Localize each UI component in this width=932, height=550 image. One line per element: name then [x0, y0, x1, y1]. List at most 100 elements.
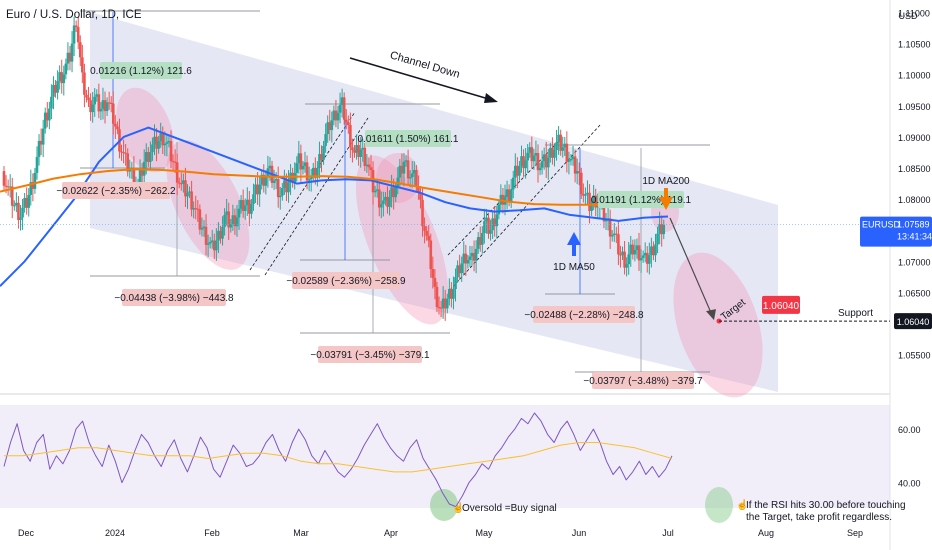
candle-body: [171, 161, 175, 163]
candle-body: [349, 125, 352, 148]
candle-body: [565, 143, 569, 162]
drop-label-1: −0.02622 (−2.35%) −262.2: [56, 186, 176, 197]
candle-body: [219, 230, 222, 239]
candle-body: [625, 264, 628, 268]
candle-body: [351, 147, 354, 151]
time-tick-label: Jun: [572, 528, 587, 538]
candle-body: [13, 205, 16, 207]
price-tick-label: 1.11000: [898, 8, 930, 18]
candle-body: [367, 164, 371, 168]
candle-body: [285, 180, 288, 193]
candle-body: [293, 172, 297, 183]
candle-body: [62, 74, 66, 84]
target-arrowhead: [706, 309, 716, 321]
candle-body: [662, 224, 666, 235]
candle-body: [474, 248, 478, 261]
channel-down-label: Channel Down: [388, 49, 461, 80]
oversold-hand-icon: ☝: [452, 501, 464, 514]
candle-body: [186, 192, 189, 197]
candle-body: [425, 230, 428, 236]
candle-body: [470, 252, 474, 257]
candle-body: [448, 288, 451, 299]
candle-body: [233, 215, 237, 227]
candle-body: [382, 200, 385, 204]
time-tick-label: May: [475, 528, 493, 538]
candle-body: [631, 244, 635, 255]
drop-label-2: −0.04438 (−3.98%) −443.8: [114, 293, 234, 304]
candle-body: [495, 214, 499, 227]
candle-body: [544, 154, 548, 168]
drop-label-3-box: [292, 272, 400, 289]
candle-body: [167, 140, 171, 143]
candle-body: [21, 207, 24, 218]
candle-body: [229, 224, 233, 228]
candle-body: [478, 237, 482, 245]
candle-body: [278, 195, 282, 198]
candle-body: [656, 233, 659, 245]
candle-body: [200, 228, 204, 230]
candle-body: [635, 245, 639, 250]
candle-body: [485, 217, 488, 222]
candle-body: [408, 177, 412, 179]
candle-body: [546, 157, 550, 168]
currency-button[interactable]: USD: [898, 11, 918, 21]
rise-label-3: 0.01191 (1.12%) 119.1: [591, 195, 692, 206]
candle-body: [85, 94, 88, 98]
candle-body: [404, 160, 408, 162]
candle-body: [10, 186, 14, 206]
candle-body: [31, 182, 35, 189]
candle-body: [107, 102, 111, 104]
candle-body: [196, 208, 200, 210]
highlight-ellipse: [116, 87, 174, 173]
candle-body: [89, 100, 92, 113]
candle-body: [95, 94, 99, 97]
rsi-tick-label: 60.00: [898, 425, 921, 435]
candle-body: [431, 269, 435, 278]
price-tick-label: 1.07000: [898, 257, 931, 267]
rsi-ma-line: [4, 442, 673, 473]
channel-down-band: [90, 12, 778, 392]
candle-body: [398, 165, 402, 178]
candle-body: [592, 195, 595, 204]
candle-body: [99, 108, 103, 112]
candle-body: [429, 240, 433, 270]
candle-body: [27, 194, 31, 208]
candle-body: [161, 133, 165, 146]
candle-body: [8, 186, 12, 188]
candle-body: [435, 286, 439, 308]
candle-body: [194, 208, 198, 210]
candle-body: [400, 165, 404, 174]
candle-body: [124, 152, 127, 154]
candle-body: [239, 200, 243, 209]
candle-body: [64, 63, 68, 75]
candle-body: [421, 199, 424, 227]
candle-body: [177, 182, 181, 184]
rise-label-1: 0.01216 (1.12%) 121.6: [90, 66, 192, 77]
candle-body: [579, 172, 583, 195]
price-tick-label: 1.10000: [898, 71, 931, 81]
candle-body: [78, 42, 82, 58]
candle-body: [192, 208, 195, 210]
candle-body: [6, 186, 10, 188]
candle-body: [415, 169, 418, 187]
target-price-box: [762, 295, 800, 314]
rsi-line: [3, 412, 673, 508]
candle-body: [522, 156, 525, 169]
drop-label-4-box: [318, 346, 422, 363]
candle-body: [147, 152, 150, 162]
candle-body: [363, 147, 367, 167]
candle-body: [645, 252, 649, 264]
candle-body: [373, 190, 377, 193]
ma200-label: 1D MA200: [642, 176, 690, 187]
candle-body: [392, 187, 395, 198]
candle-body: [272, 180, 276, 183]
candle-body: [621, 251, 624, 256]
candle-body: [169, 140, 173, 162]
candle-body: [74, 25, 78, 28]
candle-body: [175, 162, 179, 183]
candle-body: [138, 169, 142, 184]
candle-body: [441, 298, 445, 309]
rise-label-1-box: [100, 62, 182, 79]
